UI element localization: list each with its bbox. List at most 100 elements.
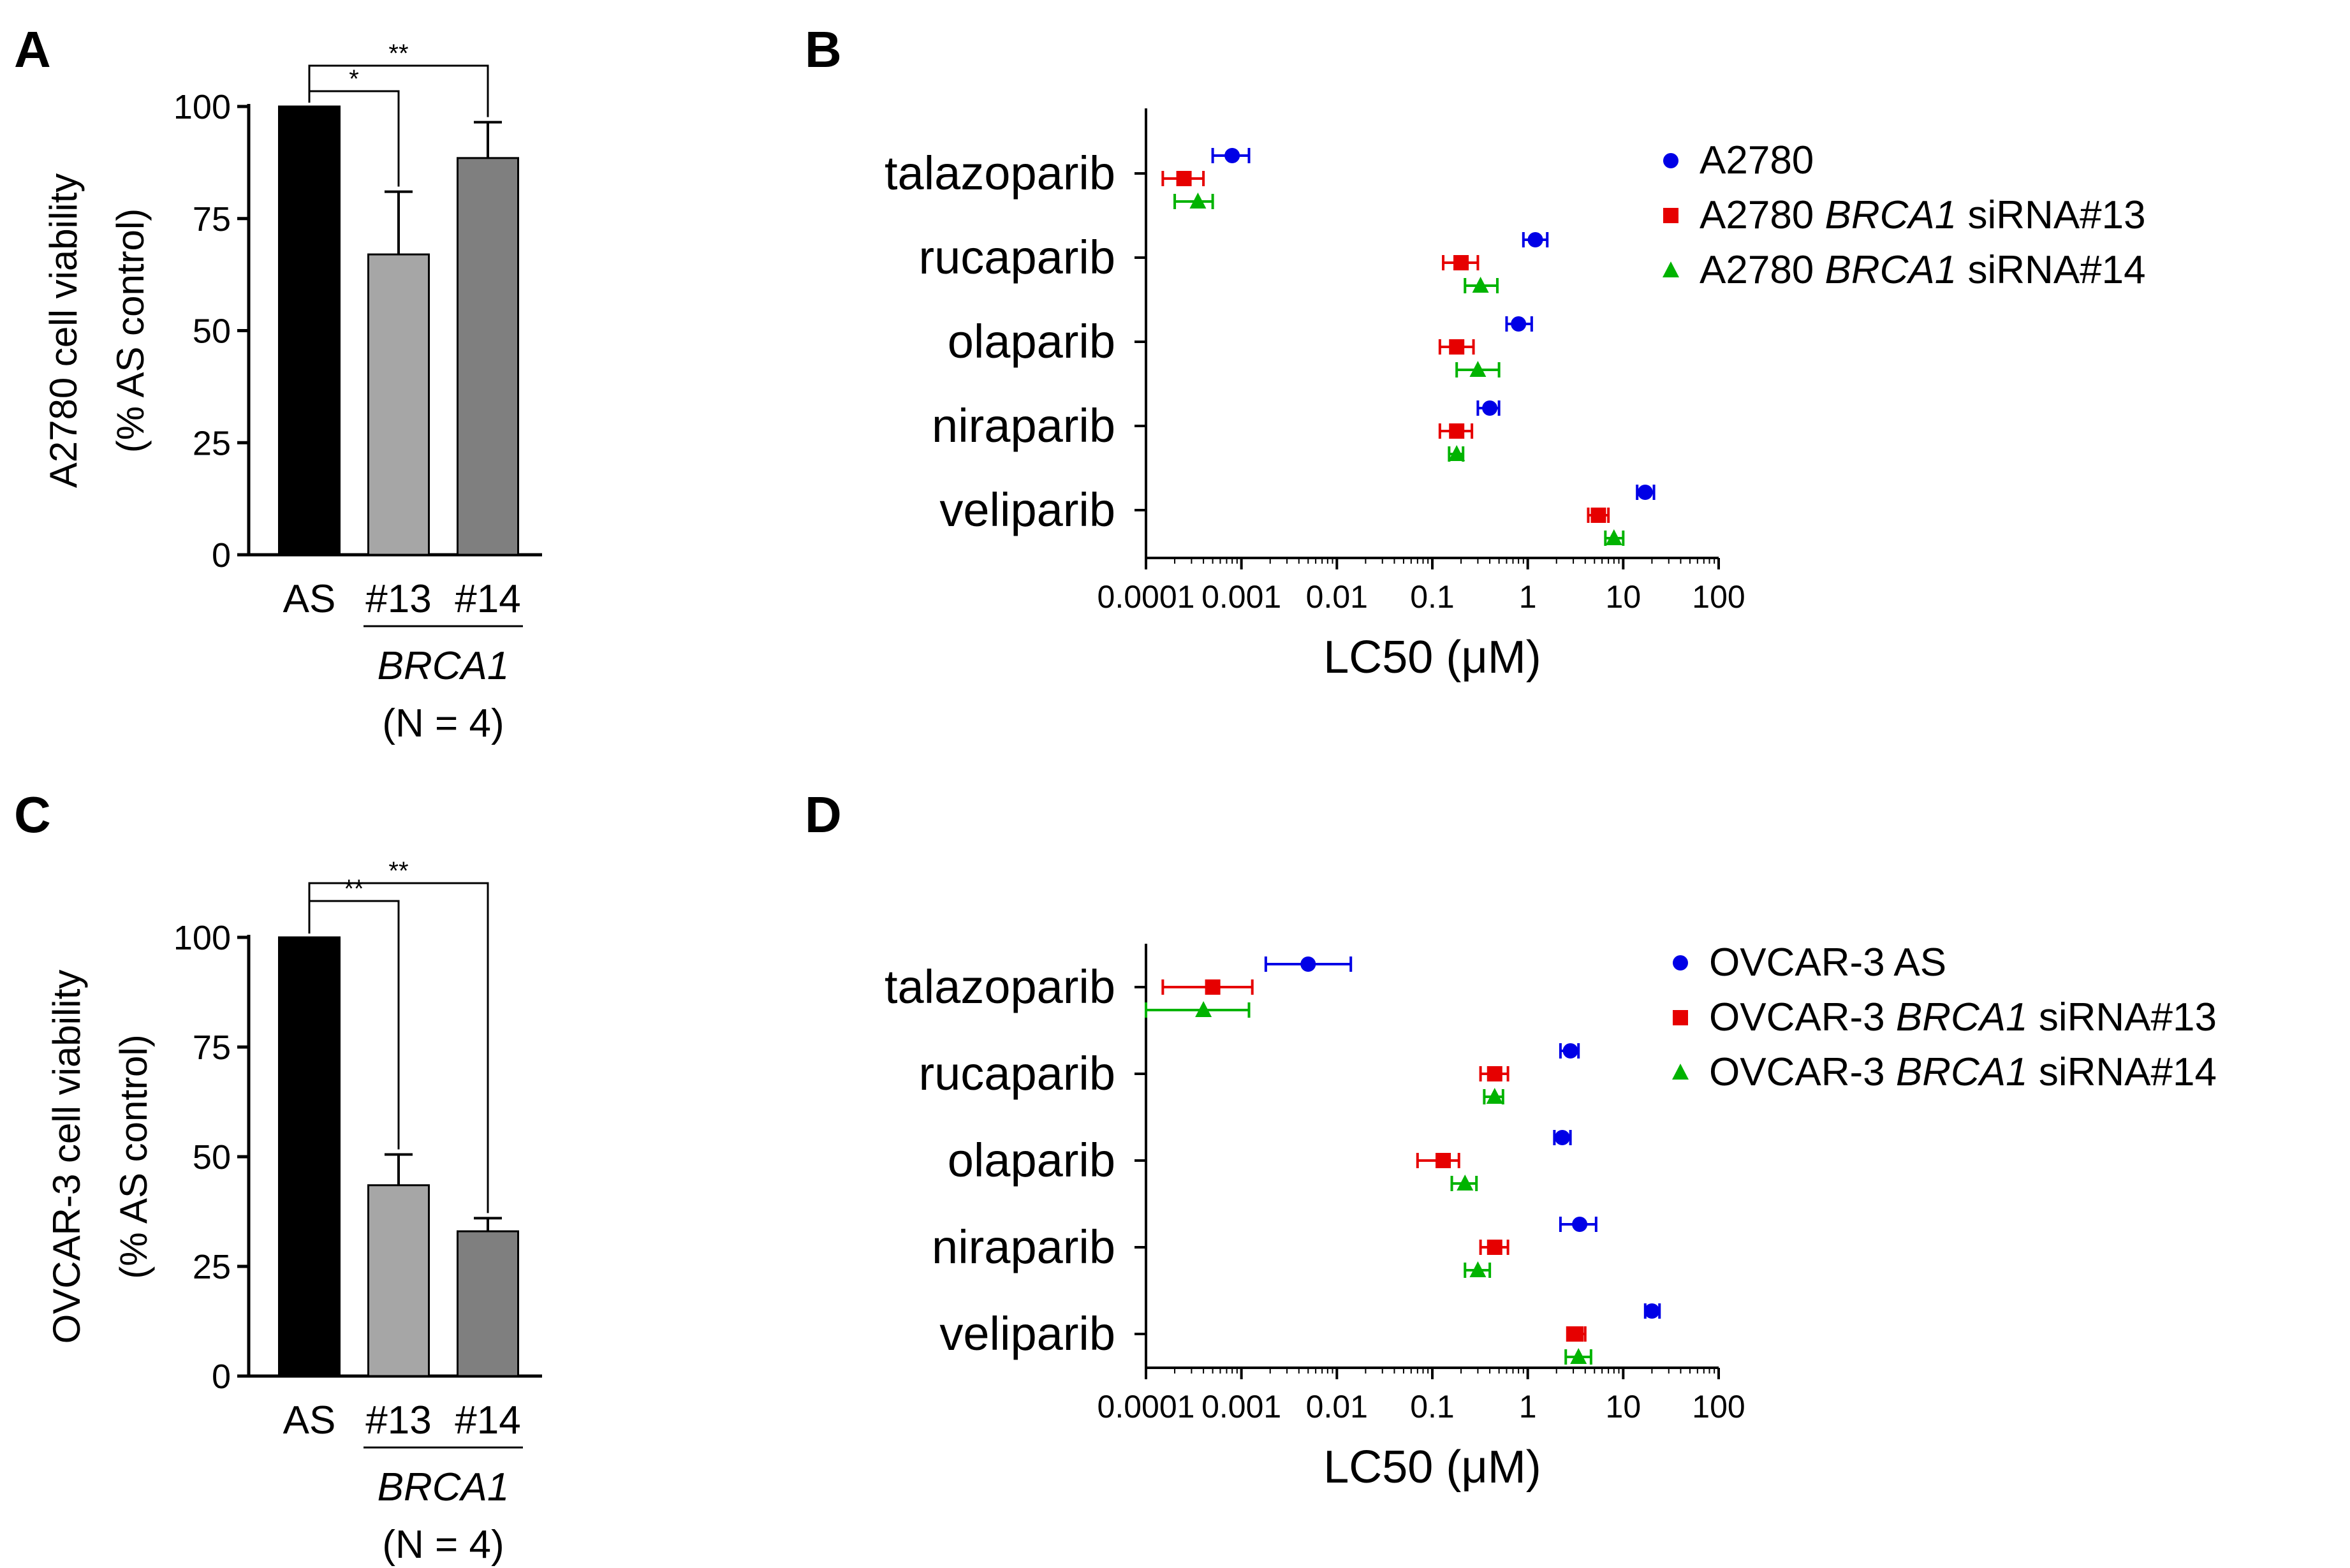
legend-label: A2780 BRCA1 siRNA#14 bbox=[1700, 248, 2146, 292]
data-point bbox=[1570, 1348, 1587, 1364]
data-point bbox=[1487, 1240, 1502, 1255]
x-tick-label: 0.001 bbox=[1201, 1389, 1281, 1425]
data-point bbox=[1637, 485, 1653, 500]
n-label: (N = 4) bbox=[382, 1523, 504, 1567]
legend-label: A2780 bbox=[1700, 138, 1814, 182]
bar bbox=[278, 936, 341, 1377]
data-point bbox=[1195, 1001, 1212, 1017]
x-tick-label: 1 bbox=[1519, 579, 1537, 615]
legend-marker bbox=[1673, 1010, 1688, 1025]
bar bbox=[457, 1230, 519, 1377]
category-label: AS bbox=[283, 577, 336, 621]
drug-label: niraparib bbox=[932, 1220, 1115, 1273]
x-tick-label: 0.1 bbox=[1410, 1389, 1455, 1425]
legend-marker bbox=[1663, 153, 1678, 168]
legend-marker bbox=[1672, 1064, 1689, 1080]
y-tick-label: 25 bbox=[193, 424, 231, 462]
bar bbox=[278, 105, 341, 556]
group-label: BRCA1 bbox=[378, 644, 510, 688]
bar bbox=[367, 1184, 430, 1377]
data-point bbox=[1449, 339, 1465, 355]
y-tick-label: 25 bbox=[193, 1248, 231, 1286]
x-tick-label: 10 bbox=[1606, 579, 1641, 615]
bar bbox=[457, 157, 519, 556]
x-axis-label: LC50 (μM) bbox=[1323, 632, 1541, 683]
significance-bracket bbox=[308, 64, 489, 117]
drug-label: niraparib bbox=[932, 399, 1115, 452]
significance-label: ** bbox=[388, 857, 408, 885]
x-tick-label: 0.01 bbox=[1306, 579, 1368, 615]
y-axis-label: (% AS control) bbox=[109, 209, 152, 453]
data-point bbox=[1562, 1043, 1578, 1059]
legend-marker bbox=[1663, 261, 1679, 277]
y-tick-label: 0 bbox=[212, 1358, 231, 1396]
data-point bbox=[1568, 1326, 1584, 1342]
x-tick-label: 100 bbox=[1692, 579, 1745, 615]
category-label: AS bbox=[283, 1398, 336, 1442]
x-tick-label: 0.001 bbox=[1201, 579, 1281, 615]
x-tick-label: 0.0001 bbox=[1098, 579, 1195, 615]
legend-marker bbox=[1663, 208, 1678, 223]
x-tick-label: 1 bbox=[1519, 1389, 1537, 1425]
data-point bbox=[1224, 148, 1240, 163]
data-point bbox=[1205, 979, 1221, 995]
legend-label: OVCAR-3 BRCA1 siRNA#14 bbox=[1709, 1050, 2217, 1094]
y-tick-label: 100 bbox=[173, 88, 231, 126]
drug-label: talazoparib bbox=[885, 960, 1115, 1013]
data-point bbox=[1605, 529, 1622, 545]
panel-letter: A bbox=[14, 21, 51, 78]
data-point bbox=[1554, 1130, 1570, 1145]
data-point bbox=[1469, 1261, 1487, 1277]
data-point bbox=[1189, 193, 1207, 209]
y-tick-label: 100 bbox=[173, 919, 231, 957]
x-tick-label: 0.1 bbox=[1410, 579, 1455, 615]
legend-label: A2780 BRCA1 siRNA#13 bbox=[1700, 193, 2146, 237]
data-point bbox=[1572, 1217, 1588, 1232]
data-point bbox=[1472, 277, 1489, 293]
drug-label: rucaparib bbox=[918, 1047, 1115, 1100]
panel-letter: D bbox=[805, 786, 842, 843]
significance-bracket bbox=[308, 882, 489, 1213]
drug-label: olaparib bbox=[948, 1134, 1115, 1187]
data-point bbox=[1457, 1175, 1474, 1191]
data-point bbox=[1436, 1153, 1451, 1168]
drug-label: rucaparib bbox=[918, 231, 1115, 284]
category-label: #13 bbox=[365, 1398, 431, 1442]
drug-label: veliparib bbox=[939, 483, 1115, 536]
significance-label: ** bbox=[388, 40, 408, 68]
data-point bbox=[1449, 423, 1465, 439]
bar bbox=[367, 253, 430, 556]
panel-letter: B bbox=[805, 21, 842, 78]
y-tick-label: 0 bbox=[212, 536, 231, 575]
x-tick-label: 0.0001 bbox=[1098, 1389, 1195, 1425]
legend-marker bbox=[1673, 955, 1688, 971]
data-point bbox=[1469, 361, 1487, 377]
x-tick-label: 100 bbox=[1692, 1389, 1745, 1425]
legend-label: OVCAR-3 BRCA1 siRNA#13 bbox=[1709, 995, 2217, 1039]
category-label: #13 bbox=[365, 577, 431, 621]
category-label: #14 bbox=[455, 1398, 520, 1442]
data-point bbox=[1176, 171, 1192, 186]
data-point bbox=[1486, 1088, 1503, 1104]
drug-label: olaparib bbox=[948, 315, 1115, 368]
y-tick-label: 75 bbox=[193, 1029, 231, 1067]
y-tick-label: 50 bbox=[193, 1138, 231, 1176]
significance-label: ** bbox=[344, 875, 364, 903]
data-point bbox=[1487, 1066, 1502, 1081]
data-point bbox=[1300, 956, 1316, 972]
data-point bbox=[1590, 508, 1606, 523]
panel-letter: C bbox=[14, 786, 51, 843]
data-point bbox=[1453, 255, 1469, 270]
legend-label: OVCAR-3 AS bbox=[1709, 941, 1946, 985]
data-point bbox=[1448, 445, 1465, 461]
y-tick-label: 75 bbox=[193, 200, 231, 238]
y-axis-label: (% AS control) bbox=[112, 1034, 155, 1279]
drug-label: veliparib bbox=[939, 1307, 1115, 1360]
data-point bbox=[1511, 316, 1527, 332]
drug-label: talazoparib bbox=[885, 147, 1115, 200]
significance-label: * bbox=[349, 65, 359, 93]
x-tick-label: 0.01 bbox=[1306, 1389, 1368, 1425]
y-axis-label: OVCAR-3 cell viability bbox=[45, 970, 88, 1344]
category-label: #14 bbox=[455, 577, 520, 621]
